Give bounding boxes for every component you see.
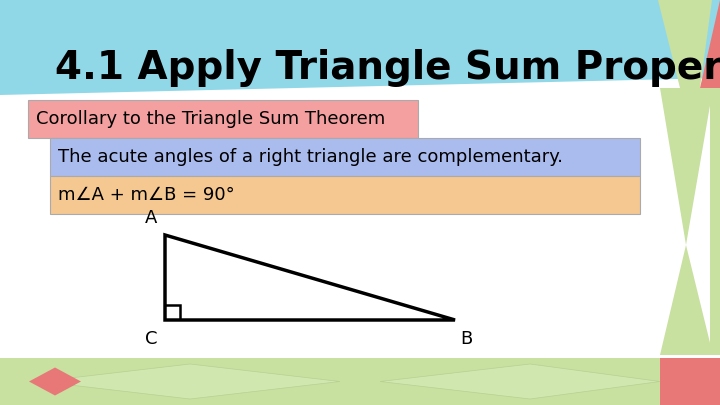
Polygon shape bbox=[40, 364, 340, 399]
FancyBboxPatch shape bbox=[50, 176, 640, 214]
Polygon shape bbox=[660, 245, 713, 355]
Text: B: B bbox=[460, 330, 472, 348]
FancyBboxPatch shape bbox=[660, 358, 720, 405]
Text: 4.1 Apply Triangle Sum Property: 4.1 Apply Triangle Sum Property bbox=[55, 49, 720, 87]
Text: m∠A + m∠B = 90°: m∠A + m∠B = 90° bbox=[58, 186, 235, 204]
Text: C: C bbox=[145, 330, 157, 348]
Polygon shape bbox=[700, 0, 720, 88]
Polygon shape bbox=[658, 0, 712, 88]
Polygon shape bbox=[0, 0, 720, 95]
FancyBboxPatch shape bbox=[710, 88, 720, 355]
FancyBboxPatch shape bbox=[50, 138, 640, 176]
FancyBboxPatch shape bbox=[28, 100, 418, 138]
Polygon shape bbox=[660, 88, 713, 245]
Text: The acute angles of a right triangle are complementary.: The acute angles of a right triangle are… bbox=[58, 148, 563, 166]
Polygon shape bbox=[380, 364, 660, 399]
FancyBboxPatch shape bbox=[0, 358, 720, 405]
Text: Corollary to the Triangle Sum Theorem: Corollary to the Triangle Sum Theorem bbox=[36, 110, 385, 128]
Polygon shape bbox=[29, 367, 81, 396]
Text: A: A bbox=[145, 209, 157, 227]
